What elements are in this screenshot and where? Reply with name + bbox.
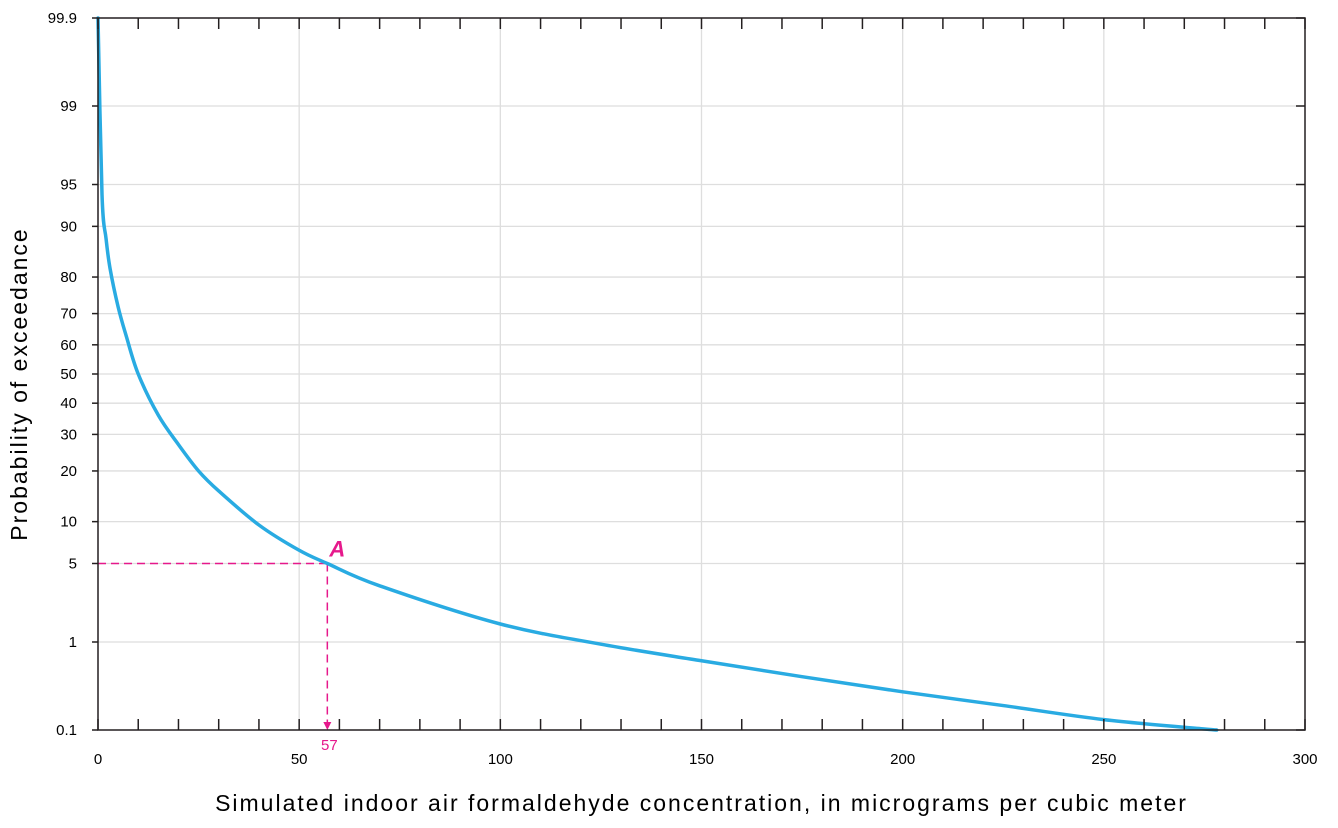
axis-ticks [92,17,1306,731]
y-tick-label: 99 [60,98,77,115]
y-tick-label: 10 [60,514,77,531]
y-tick-label: 5 [69,555,77,572]
y-tick-label: 30 [60,426,77,443]
y-tick-label: 40 [60,395,77,412]
annotation-guides [98,562,332,730]
x-axis-title: Simulated indoor air formaldehyde concen… [215,790,1188,816]
y-axis-title: Probability of exceedance [6,227,32,540]
annotation-arrowhead [323,722,332,730]
x-tick-label: 200 [890,751,915,768]
y-tick-label: 99.9 [48,10,77,27]
annotation-labels: A 57 [321,536,345,754]
y-tick-label: 0.1 [56,722,77,739]
series-lines [96,16,1219,732]
x-tick-label: 250 [1091,751,1116,768]
annotation-label: A [328,536,345,561]
x-tick-label: 100 [488,751,513,768]
x-tick-label: 300 [1292,751,1317,768]
y-tick-label: 1 [69,634,77,651]
x-tick-label: 150 [689,751,714,768]
y-tick-label: 20 [60,463,77,480]
series-line [96,16,1219,732]
annotation-value: 57 [321,737,338,754]
y-tick-label: 50 [60,366,77,383]
grid-lines [98,18,1305,730]
y-tick-label: 60 [60,337,77,354]
tick-labels: 0 50 100 150 200 250 300 0.1 1 5 10 20 30 40 50 60 70 80 9… [48,10,1318,768]
y-tick-label: 80 [60,269,77,286]
y-tick-label: 95 [60,177,77,194]
x-tick-label: 50 [291,751,308,768]
y-tick-label: 90 [60,218,77,235]
y-tick-label: 70 [60,306,77,323]
x-tick-label: 0 [94,751,102,768]
